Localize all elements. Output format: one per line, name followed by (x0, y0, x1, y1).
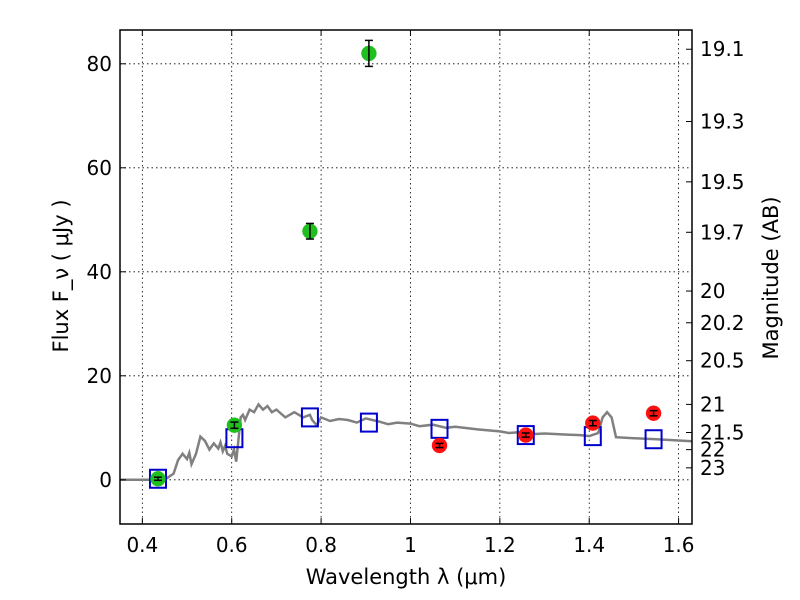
x-tick-label: 1 (404, 533, 417, 557)
x-tick-label: 1.4 (573, 533, 605, 557)
right-tick-label: 20.2 (700, 311, 745, 335)
y-tick-label: 60 (87, 156, 112, 180)
y-axis-label-left: Flux F_ν ( μJy ) (49, 199, 74, 352)
right-tick-label: 19.3 (700, 110, 745, 134)
right-tick-label: 22 (700, 438, 725, 462)
plot-frame (119, 29, 693, 525)
right-tick-label: 20 (700, 279, 725, 303)
x-axis-label: Wavelength λ (μm) (306, 565, 507, 589)
right-tick-label: 19.5 (700, 170, 745, 194)
model-square-point (516, 425, 535, 446)
right-tick-label: 23 (700, 456, 725, 480)
right-tick-label: 21 (700, 392, 725, 416)
tick-layer: 0.4 0.6 0.8 1 1.2 1.4 1.6 0 20 40 60 80 19.1 19.3 19.5… (87, 30, 745, 557)
x-tick-label: 1.2 (484, 533, 516, 557)
y-tick-label: 0 (99, 468, 112, 492)
y-tick-label: 20 (87, 364, 112, 388)
model-square-point (300, 407, 319, 428)
x-tick-label: 0.4 (126, 533, 158, 557)
right-tick-label: 20.5 (700, 349, 745, 373)
right-tick-label: 19.7 (700, 220, 745, 244)
x-tick-label: 0.8 (305, 533, 337, 557)
right-tick-label: 19.1 (700, 37, 745, 61)
model-square-point (430, 418, 449, 439)
y-tick-label: 80 (87, 52, 112, 76)
x-tick-label: 1.6 (663, 533, 695, 557)
y-tick-label: 40 (87, 260, 112, 284)
model-square-point (148, 468, 167, 489)
grid-layer (120, 30, 692, 524)
model-square-point (644, 429, 663, 450)
model-sed-line (120, 402, 692, 482)
right-tick-label: 21.5 (700, 420, 745, 444)
data-layer (120, 39, 692, 489)
y-axis-label-right: Magnitude (AB) (759, 196, 783, 359)
x-tick-label: 0.6 (216, 533, 248, 557)
model-square-point (359, 412, 378, 433)
